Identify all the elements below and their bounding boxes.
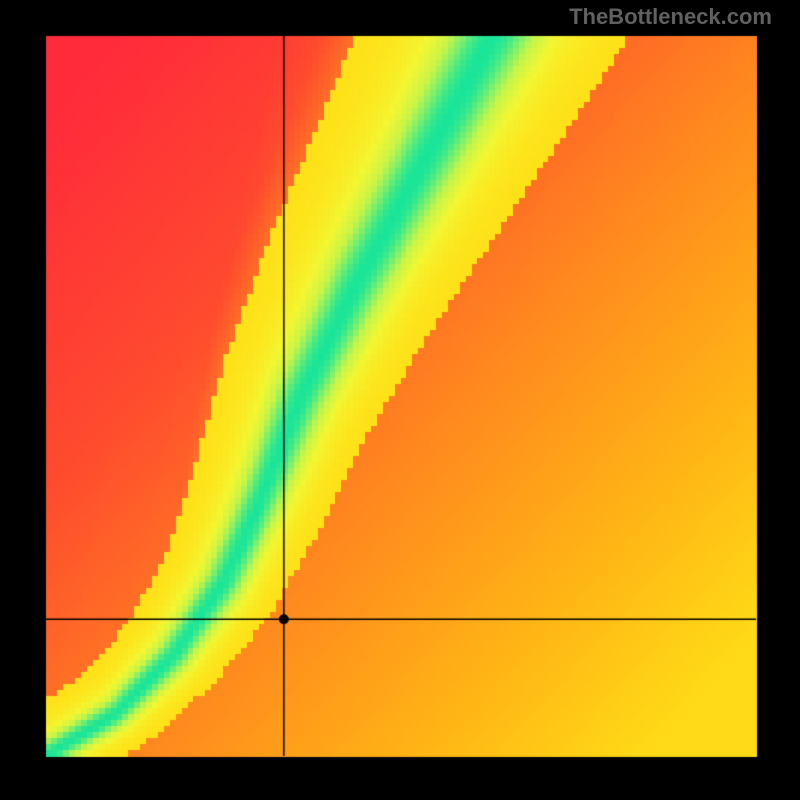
bottleneck-heatmap (0, 0, 800, 800)
watermark-text: TheBottleneck.com (569, 4, 772, 30)
